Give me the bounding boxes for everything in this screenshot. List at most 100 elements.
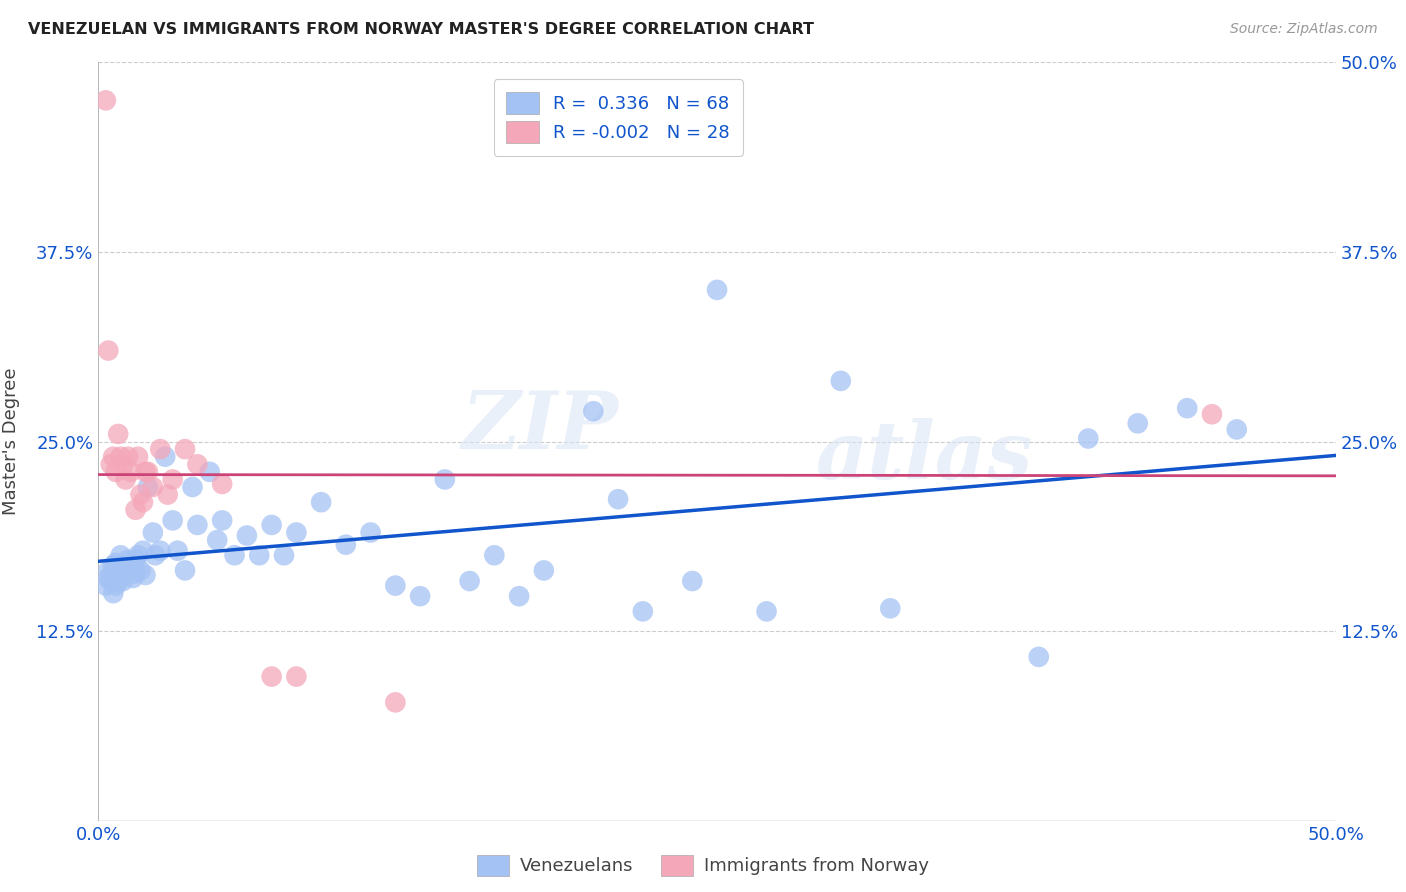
Point	[112, 558, 135, 573]
Point	[384, 579, 406, 593]
Text: ZIP: ZIP	[461, 388, 619, 465]
Point	[110, 450, 132, 464]
Point	[1175, 401, 1198, 416]
Point	[120, 558, 142, 573]
Point	[1028, 649, 1050, 664]
Y-axis label: Master's Degree: Master's Degree	[1, 368, 20, 516]
Point	[211, 513, 233, 527]
Text: Source: ZipAtlas.com: Source: ZipAtlas.com	[1230, 22, 1378, 37]
Point	[186, 458, 208, 472]
Point	[162, 473, 184, 487]
Point	[631, 604, 654, 618]
Point	[112, 458, 135, 472]
Point	[224, 548, 246, 563]
Point	[409, 589, 432, 603]
Point	[309, 495, 332, 509]
Point	[174, 564, 197, 578]
Point	[1201, 407, 1223, 421]
Point	[149, 543, 172, 558]
Point	[136, 480, 159, 494]
Point	[533, 564, 555, 578]
Point	[582, 404, 605, 418]
Point	[156, 487, 179, 501]
Point	[607, 492, 630, 507]
Point	[134, 465, 156, 479]
Point	[155, 450, 177, 464]
Point	[127, 450, 149, 464]
Point	[104, 465, 127, 479]
Point	[107, 574, 129, 588]
Point	[117, 564, 139, 578]
Point	[247, 548, 270, 563]
Text: VENEZUELAN VS IMMIGRANTS FROM NORWAY MASTER'S DEGREE CORRELATION CHART: VENEZUELAN VS IMMIGRANTS FROM NORWAY MAS…	[28, 22, 814, 37]
Point	[433, 473, 456, 487]
Point	[174, 442, 197, 457]
Point	[124, 566, 146, 581]
Point	[142, 525, 165, 540]
Point	[103, 450, 125, 464]
Point	[755, 604, 778, 618]
Point	[97, 343, 120, 358]
Point	[132, 543, 155, 558]
Point	[110, 571, 132, 585]
Point	[103, 558, 125, 573]
Point	[143, 548, 166, 563]
Point	[335, 538, 357, 552]
Point	[484, 548, 506, 563]
Point	[260, 517, 283, 532]
Point	[124, 503, 146, 517]
Point	[94, 94, 117, 108]
Point	[117, 553, 139, 567]
Point	[107, 564, 129, 578]
Point	[181, 480, 204, 494]
Point	[706, 283, 728, 297]
Point	[360, 525, 382, 540]
Point	[120, 465, 142, 479]
Point	[114, 564, 136, 578]
Point	[100, 574, 122, 588]
Point	[508, 589, 530, 603]
Point	[830, 374, 852, 388]
Point	[285, 669, 308, 683]
Point	[97, 571, 120, 585]
Point	[97, 564, 120, 578]
Point	[166, 543, 188, 558]
Point	[285, 525, 308, 540]
Point	[124, 553, 146, 567]
Point	[134, 568, 156, 582]
Point	[458, 574, 481, 588]
Point	[1226, 422, 1249, 436]
Text: atlas: atlas	[815, 418, 1033, 495]
Point	[112, 574, 135, 588]
Point	[100, 458, 122, 472]
Point	[198, 465, 221, 479]
Point	[104, 579, 127, 593]
Point	[122, 571, 145, 585]
Point	[114, 473, 136, 487]
Point	[127, 548, 149, 563]
Point	[117, 450, 139, 464]
Point	[129, 564, 152, 578]
Point	[132, 495, 155, 509]
Point	[205, 533, 228, 548]
Point	[1126, 417, 1149, 431]
Point	[142, 480, 165, 494]
Point	[107, 427, 129, 442]
Point	[211, 477, 233, 491]
Legend: Venezuelans, Immigrants from Norway: Venezuelans, Immigrants from Norway	[470, 847, 936, 883]
Point	[162, 513, 184, 527]
Point	[110, 548, 132, 563]
Point	[186, 517, 208, 532]
Point	[273, 548, 295, 563]
Point	[103, 586, 125, 600]
Point	[260, 669, 283, 683]
Point	[236, 528, 259, 542]
Point	[94, 579, 117, 593]
Point	[104, 556, 127, 570]
Point	[384, 695, 406, 709]
Point	[129, 487, 152, 501]
Point	[1077, 432, 1099, 446]
Point	[149, 442, 172, 457]
Point	[136, 465, 159, 479]
Legend: R =  0.336   N = 68, R = -0.002   N = 28: R = 0.336 N = 68, R = -0.002 N = 28	[494, 79, 742, 155]
